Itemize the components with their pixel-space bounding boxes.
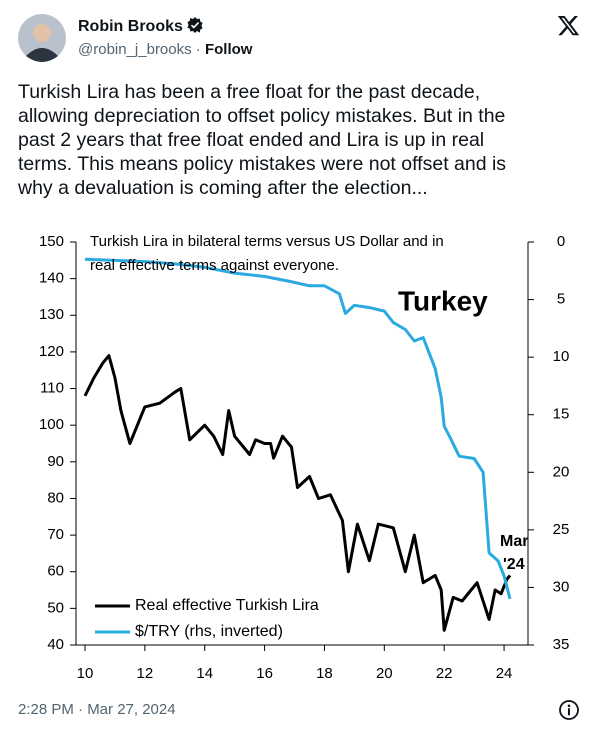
y-tick-label: 140 xyxy=(39,270,64,287)
chart: 40 50 60 70 80 90 100 110 120 130 140 150 0 5 10 15 20 25… xyxy=(39,233,570,682)
tweet-line: allowing depreciation to offset policy m… xyxy=(18,105,506,127)
x-tick-label: 22 xyxy=(436,665,453,682)
tweet-line: past 2 years that free float ended and L… xyxy=(18,129,485,151)
y2-tick-label: 5 xyxy=(557,291,565,308)
series-line xyxy=(84,257,512,600)
y-tick-label: 120 xyxy=(39,343,64,360)
y-tick-label: 40 xyxy=(47,636,64,653)
x-tick-label: 16 xyxy=(256,665,273,682)
x-tick-label: 14 xyxy=(196,665,213,682)
y2-tick-label: 0 xyxy=(557,233,565,250)
follow-button[interactable]: Follow xyxy=(204,41,253,58)
name[interactable]: Robin Brooks xyxy=(78,18,183,35)
annotation: '24 xyxy=(503,556,525,573)
x-logo[interactable] xyxy=(558,16,580,36)
y2-tick-label: 20 xyxy=(553,463,570,480)
y2-tick-label: 25 xyxy=(553,521,570,538)
chart-title: real effective terms against everyone. xyxy=(90,257,339,274)
x-tick-label: 10 xyxy=(77,665,94,682)
annotation: Turkey xyxy=(398,285,488,316)
x-tick-label: 12 xyxy=(137,665,154,682)
tweet-text: Turkish Lira has been a free float for t… xyxy=(18,80,506,200)
annotation: Mar xyxy=(500,533,528,550)
x-tick-label: 20 xyxy=(376,665,393,682)
verified-badge xyxy=(187,17,203,33)
avatar[interactable] xyxy=(18,14,66,62)
info-icon[interactable] xyxy=(558,699,580,721)
tweet-line: why a devaluation is coming after the el… xyxy=(18,177,428,199)
series-line xyxy=(83,354,512,632)
y2-tick-label: 30 xyxy=(553,578,570,595)
y-tick-label: 110 xyxy=(40,380,64,397)
author-handle: @robin_j_brooks · Follow xyxy=(78,41,252,58)
tweet-line: terms. This means policy mistakes were n… xyxy=(18,153,507,175)
y-tick-label: 100 xyxy=(39,416,64,433)
y2-tick-label: 15 xyxy=(553,406,570,423)
x-tick-label: 24 xyxy=(496,665,513,682)
y-tick-label: 150 xyxy=(39,233,64,250)
legend-label: $/TRY (rhs, inverted) xyxy=(135,623,283,640)
timestamp[interactable]: 2:28 PM · Mar 27, 2024 xyxy=(18,701,176,718)
y-tick-label: 90 xyxy=(47,453,64,470)
author-name[interactable]: Robin Brooks xyxy=(78,17,203,36)
x-tick-label: 18 xyxy=(316,665,333,682)
y2-tick-label: 10 xyxy=(553,348,570,365)
legend-label: Real effective Turkish Lira xyxy=(135,597,319,614)
separator: · xyxy=(195,41,201,58)
handle[interactable]: @robin_j_brooks xyxy=(78,41,192,58)
y-tick-label: 60 xyxy=(47,563,64,580)
y-tick-label: 70 xyxy=(47,526,64,543)
chart-title: Turkish Lira in bilateral terms versus U… xyxy=(90,233,444,250)
y-tick-label: 130 xyxy=(39,306,64,323)
y-tick-label: 80 xyxy=(47,489,64,506)
tweet-line: Turkish Lira has been a free float for t… xyxy=(18,81,481,103)
y-tick-label: 50 xyxy=(47,599,64,616)
y2-tick-label: 35 xyxy=(553,636,570,653)
